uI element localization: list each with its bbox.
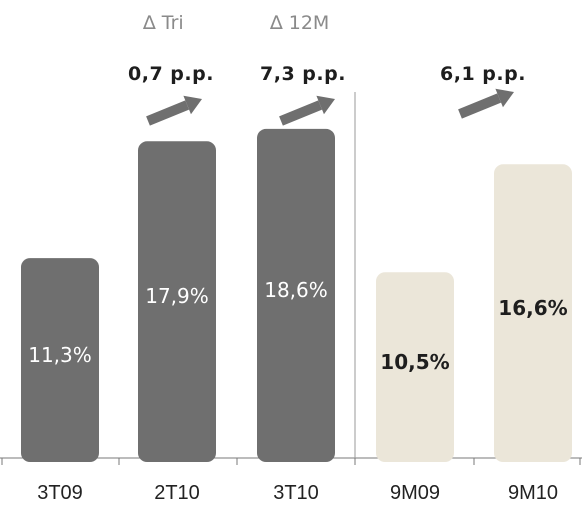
bar-9M10 <box>494 164 572 463</box>
delta-9m-value: 6,1 p.p. <box>440 63 526 85</box>
category-label: 3T10 <box>273 482 319 504</box>
bar-3T10 <box>257 128 335 462</box>
bar-3T09 <box>21 258 99 462</box>
category-label: 2T10 <box>154 482 200 504</box>
trend-arrow-icon <box>146 95 202 126</box>
bar-9M09 <box>376 272 454 462</box>
category-label: 9M09 <box>390 482 440 504</box>
delta-12m-header: ∆ 12M <box>270 12 330 34</box>
bar-value-label: 18,6% <box>264 278 328 302</box>
delta-12m-value: 7,3 p.p. <box>260 63 346 85</box>
category-label: 3T09 <box>37 482 83 504</box>
bar-2T10 <box>138 141 216 463</box>
delta-quarter-value: 0,7 p.p. <box>128 63 214 85</box>
delta-quarter-header: ∆ Tri <box>143 12 184 34</box>
bar-value-label: 11,3% <box>28 343 92 367</box>
trend-arrow-icon <box>279 95 335 126</box>
bar-value-label: 17,9% <box>145 284 209 308</box>
category-label: 9M10 <box>508 482 558 504</box>
bar-value-label: 16,6% <box>498 296 567 320</box>
trend-arrow-icon <box>458 88 514 119</box>
bar-value-label: 10,5% <box>380 350 449 374</box>
